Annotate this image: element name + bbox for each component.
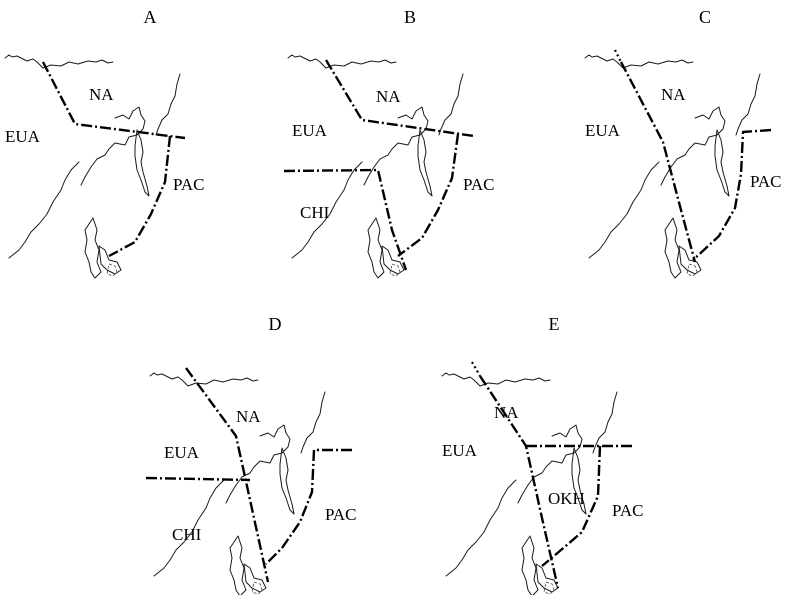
- label-eua: EUA: [292, 121, 328, 140]
- label-na: NA: [494, 403, 519, 422]
- panel-title: B: [404, 7, 416, 27]
- panel-b: B NA EUA PAC CHI: [283, 7, 495, 279]
- plate-boundary: [541, 445, 602, 567]
- plate-boundary: [41, 61, 186, 140]
- plate-boundary: [619, 61, 697, 263]
- label-pac: PAC: [463, 175, 495, 194]
- label-eua: EUA: [164, 443, 200, 462]
- plate-boundary: [397, 133, 460, 257]
- plate-boundary: [108, 135, 172, 258]
- label-eua: EUA: [585, 121, 621, 140]
- panel-title: C: [699, 7, 711, 27]
- label-na: NA: [376, 87, 401, 106]
- label-pac: PAC: [612, 501, 644, 520]
- panel-d: D NA EUA PAC CHI: [145, 314, 357, 595]
- label-chi: CHI: [300, 203, 330, 222]
- plate-boundary: [692, 128, 772, 261]
- label-na: NA: [661, 85, 686, 104]
- label-eua: EUA: [442, 441, 478, 460]
- label-na: NA: [236, 407, 261, 426]
- plate-boundary: [145, 476, 251, 482]
- label-eua: EUA: [5, 127, 41, 146]
- panel-c: C NA EUA PAC: [584, 7, 782, 279]
- label-pac: PAC: [173, 175, 205, 194]
- label-pac: PAC: [750, 172, 782, 191]
- label-okh: OKH: [548, 489, 585, 508]
- panel-title: E: [549, 314, 560, 334]
- label-na: NA: [89, 85, 114, 104]
- panel-e: E NA EUA PAC OKH: [441, 314, 644, 595]
- label-chi: CHI: [172, 525, 202, 544]
- plate-boundary: [324, 59, 475, 138]
- panel-title: A: [144, 7, 157, 27]
- panel-a: A NA EUA PAC: [4, 7, 205, 279]
- plate-boundary: [283, 168, 408, 271]
- plate-boundary-uncertain: [614, 49, 622, 63]
- plate-boundary: [265, 448, 352, 565]
- plate-boundary: [478, 375, 560, 589]
- plate-boundary: [185, 367, 270, 583]
- panel-title: D: [269, 314, 282, 334]
- label-pac: PAC: [325, 505, 357, 524]
- plate-boundary-uncertain: [471, 361, 481, 377]
